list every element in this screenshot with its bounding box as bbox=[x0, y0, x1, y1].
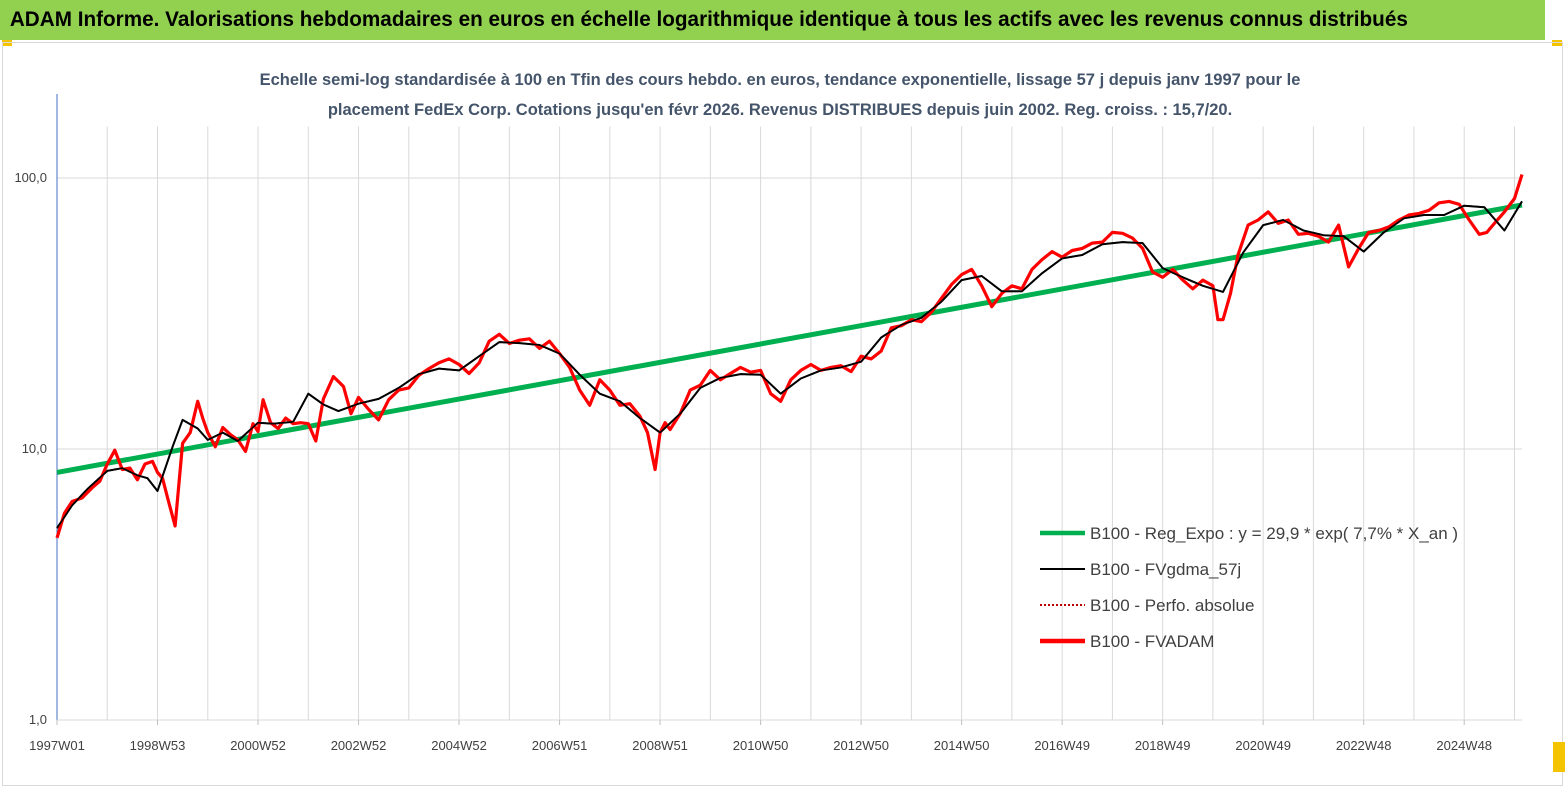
legend: B100 - Reg_Expo : y = 29,9 * exp( 7,7% *… bbox=[1040, 524, 1458, 651]
legend-label: B100 - FVgdma_57j bbox=[1090, 560, 1241, 579]
legend-label: B100 - Reg_Expo : y = 29,9 * exp( 7,7% *… bbox=[1090, 524, 1458, 543]
axes: 1,0 10,0 100,0 1997W01 1998W53 2000W52 2002W52… bbox=[14, 94, 1522, 753]
x-tick-label: 2022W48 bbox=[1336, 738, 1392, 753]
x-tick-label: 1998W53 bbox=[130, 738, 186, 753]
chart-title-line-1: Echelle semi-log standardisée à 100 en T… bbox=[260, 71, 1301, 89]
x-tick-label: 1997W01 bbox=[29, 738, 85, 753]
legend-label: B100 - FVADAM bbox=[1090, 632, 1214, 651]
x-tick-label: 2024W48 bbox=[1436, 738, 1492, 753]
x-tick-label: 2010W50 bbox=[733, 738, 789, 753]
x-tick-label: 2006W51 bbox=[532, 738, 588, 753]
x-tick-label: 2020W49 bbox=[1235, 738, 1291, 753]
report-header-title: ADAM Informe. Valorisations hebdomadaire… bbox=[0, 0, 1545, 40]
x-tick-label: 2018W49 bbox=[1135, 738, 1191, 753]
x-tick-label: 2014W50 bbox=[934, 738, 990, 753]
x-tick-label: 2016W49 bbox=[1034, 738, 1090, 753]
x-tick-label: 2004W52 bbox=[431, 738, 487, 753]
legend-label: B100 - Perfo. absolue bbox=[1090, 596, 1254, 615]
header-corner-left bbox=[2, 40, 12, 46]
chart-title-line-2: placement FedEx Corp. Cotations jusqu'en… bbox=[328, 101, 1232, 119]
y-tick-label: 100,0 bbox=[14, 170, 47, 185]
x-tick-label: 2008W51 bbox=[632, 738, 688, 753]
chart-frame bbox=[2, 42, 1563, 786]
resize-handle-icon[interactable] bbox=[1551, 740, 1567, 774]
plot-series bbox=[55, 174, 1524, 539]
header-corner-right bbox=[1552, 40, 1562, 46]
x-tick-label: 2000W52 bbox=[230, 738, 286, 753]
y-tick-label: 10,0 bbox=[22, 441, 47, 456]
series-line-smoothed-overlay bbox=[56, 200, 1523, 529]
series-line-1 bbox=[56, 200, 1523, 529]
y-tick-label: 1,0 bbox=[29, 712, 47, 727]
series-line-0 bbox=[56, 202, 1523, 475]
x-tick-label: 2012W50 bbox=[833, 738, 889, 753]
x-tick-label: 2002W52 bbox=[331, 738, 387, 753]
